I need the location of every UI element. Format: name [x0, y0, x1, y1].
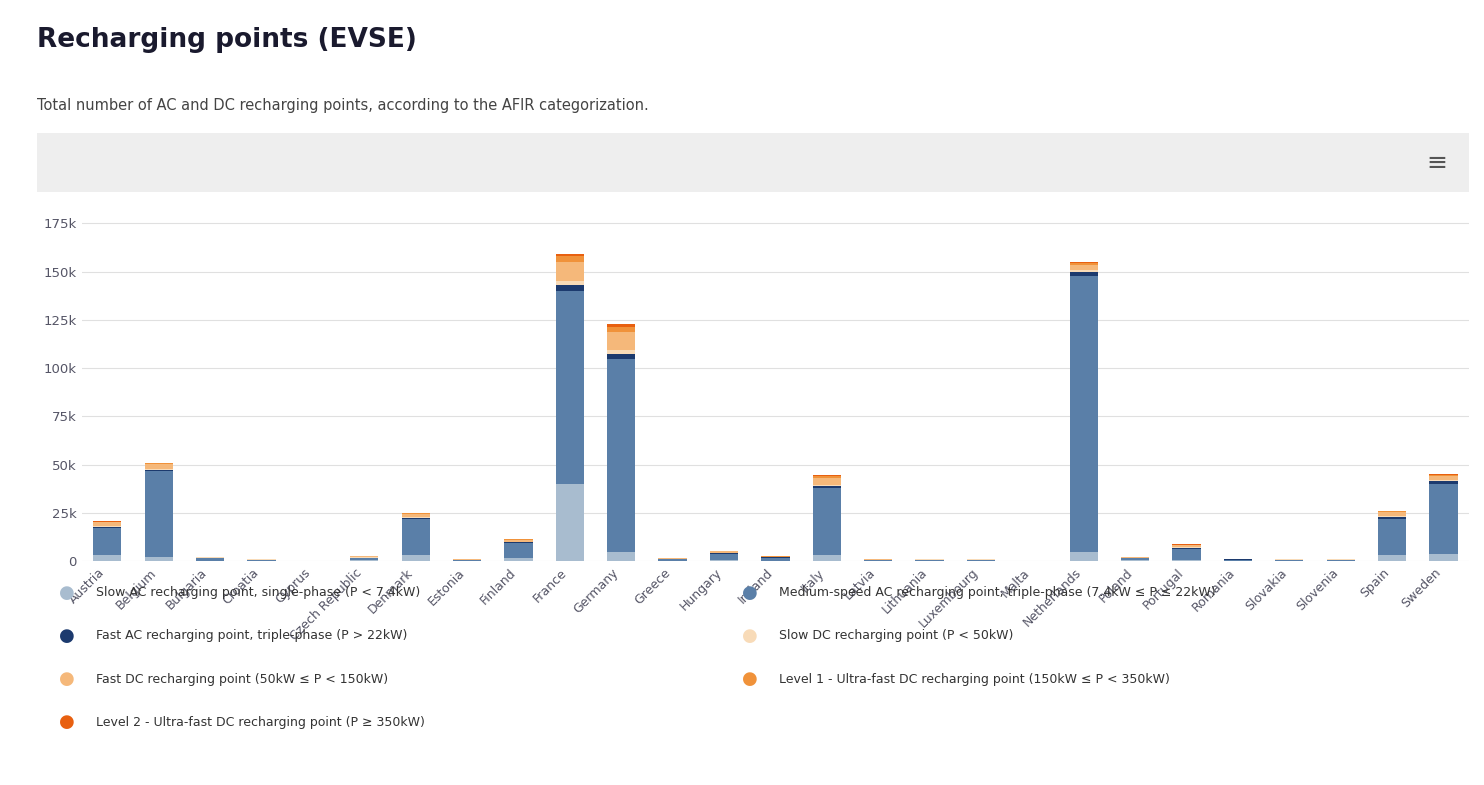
Bar — [1070, 272, 1098, 276]
Bar — [607, 354, 635, 359]
Bar — [1429, 481, 1457, 484]
Bar — [402, 513, 430, 514]
Bar — [709, 551, 738, 553]
Text: ●: ● — [742, 670, 758, 688]
Bar — [761, 558, 789, 560]
Bar — [505, 558, 533, 561]
Bar — [144, 463, 172, 464]
Bar — [813, 485, 841, 487]
Bar — [350, 560, 378, 561]
Bar — [144, 464, 172, 469]
Text: ●: ● — [59, 627, 76, 644]
Bar — [916, 560, 944, 561]
Bar — [555, 254, 585, 256]
Bar — [402, 514, 430, 517]
Bar — [1070, 276, 1098, 552]
Text: ●: ● — [59, 670, 76, 688]
Bar — [555, 281, 585, 285]
Bar — [1379, 513, 1407, 516]
Bar — [402, 519, 430, 556]
Bar — [864, 560, 892, 561]
Bar — [93, 523, 122, 526]
Text: Medium-speed AC recharging point, triple-phase (7.4kW ≤ P ≤ 22kW): Medium-speed AC recharging point, triple… — [779, 586, 1215, 599]
Bar — [248, 560, 276, 561]
Bar — [607, 333, 635, 350]
Bar — [196, 558, 224, 560]
Bar — [1379, 519, 1407, 556]
Bar — [93, 556, 122, 561]
Bar — [813, 476, 841, 478]
Bar — [607, 359, 635, 552]
Bar — [1379, 556, 1407, 561]
Text: ●: ● — [59, 584, 76, 601]
Bar — [1120, 557, 1149, 558]
Bar — [813, 556, 841, 561]
Bar — [1070, 270, 1098, 272]
Bar — [555, 285, 585, 291]
Bar — [1172, 546, 1201, 547]
Bar — [1224, 560, 1252, 561]
Bar — [505, 543, 533, 558]
Bar — [1172, 560, 1201, 561]
Text: Fast DC recharging point (50kW ≤ P < 150kW): Fast DC recharging point (50kW ≤ P < 150… — [96, 673, 389, 685]
Text: ●: ● — [742, 584, 758, 601]
Bar — [1429, 476, 1457, 480]
Bar — [1172, 549, 1201, 560]
Bar — [709, 553, 738, 560]
Bar — [659, 559, 687, 560]
Text: Fast AC recharging point, triple-phase (P > 22kW): Fast AC recharging point, triple-phase (… — [96, 630, 408, 642]
Bar — [607, 350, 635, 354]
Bar — [505, 542, 533, 543]
Bar — [813, 475, 841, 476]
Bar — [1120, 558, 1149, 560]
Bar — [607, 324, 635, 327]
Bar — [966, 560, 996, 561]
Bar — [1429, 553, 1457, 561]
Bar — [144, 557, 172, 561]
Bar — [1275, 560, 1303, 561]
Bar — [453, 560, 481, 561]
Text: Level 2 - Ultra-fast DC recharging point (P ≥ 350kW): Level 2 - Ultra-fast DC recharging point… — [96, 716, 426, 728]
Bar — [1429, 484, 1457, 553]
Bar — [93, 527, 122, 528]
Text: Total number of AC and DC recharging points, according to the AFIR categorizatio: Total number of AC and DC recharging poi… — [37, 98, 649, 113]
Bar — [402, 556, 430, 561]
Bar — [1379, 517, 1407, 519]
Bar — [555, 291, 585, 484]
Bar — [555, 262, 585, 281]
Text: Slow AC recharging point, single-phase (P < 7.4kW): Slow AC recharging point, single-phase (… — [96, 586, 420, 599]
Bar — [93, 528, 122, 556]
Bar — [813, 478, 841, 485]
Bar — [1070, 263, 1098, 265]
Text: ≡: ≡ — [1426, 151, 1448, 175]
Bar — [144, 470, 172, 557]
Bar — [555, 484, 585, 561]
Bar — [350, 558, 378, 560]
Text: ●: ● — [742, 627, 758, 644]
Bar — [505, 540, 533, 542]
Bar — [1429, 475, 1457, 476]
Bar — [1327, 560, 1355, 561]
Bar — [144, 469, 172, 470]
Bar — [1120, 560, 1149, 561]
Bar — [402, 518, 430, 519]
Text: ●: ● — [59, 714, 76, 731]
Bar — [1379, 511, 1407, 513]
Text: Slow DC recharging point (P < 50kW): Slow DC recharging point (P < 50kW) — [779, 630, 1014, 642]
Text: Recharging points (EVSE): Recharging points (EVSE) — [37, 27, 417, 53]
Bar — [93, 521, 122, 523]
Bar — [1070, 552, 1098, 561]
Text: Level 1 - Ultra-fast DC recharging point (150kW ≤ P < 350kW): Level 1 - Ultra-fast DC recharging point… — [779, 673, 1169, 685]
Bar — [607, 327, 635, 333]
Bar — [813, 488, 841, 556]
Bar — [1172, 548, 1201, 549]
Bar — [607, 552, 635, 561]
Bar — [1070, 262, 1098, 263]
Bar — [1070, 265, 1098, 270]
Bar — [555, 256, 585, 262]
Bar — [813, 487, 841, 488]
Bar — [709, 560, 738, 561]
